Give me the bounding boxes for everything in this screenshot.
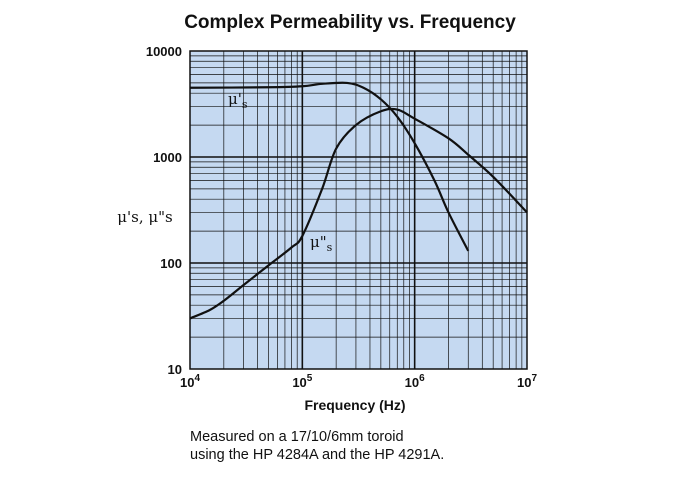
curve-labels: μ's μ"s (228, 90, 333, 254)
series-mu-prime-line (189, 81, 470, 252)
x-tick-label: 104 (180, 373, 200, 390)
footnote-line-2: using the HP 4284A and the HP 4291A. (190, 447, 445, 463)
y-tick-label: 10000 (146, 44, 182, 59)
plot-area (189, 50, 528, 370)
footnote: Measured on a 17/10/6mm toroid using the… (190, 428, 444, 464)
x-tick-labels: 104 105 106 107 (180, 373, 537, 390)
y-axis-label: μ's, μ"s (117, 208, 172, 226)
series-mu-double-prime-line (189, 107, 528, 320)
y-tick-label: 1000 (153, 150, 182, 165)
mu-double-prime-curve-label: μ"s (310, 233, 333, 254)
mu-prime-curve-label: μ's (228, 90, 248, 111)
curves (189, 81, 528, 320)
x-tick-label: 106 (405, 373, 425, 390)
x-tick-label: 107 (517, 373, 537, 390)
x-tick-label: 105 (292, 373, 312, 390)
y-tick-labels: 10 100 1000 10000 (146, 44, 182, 377)
footnote-line-1: Measured on a 17/10/6mm toroid (190, 429, 404, 445)
chart-title: Complex Permeability vs. Frequency (184, 12, 516, 33)
y-tick-label: 100 (160, 256, 182, 271)
y-tick-label: 10 (168, 362, 182, 377)
x-axis-label: Frequency (Hz) (304, 397, 405, 413)
